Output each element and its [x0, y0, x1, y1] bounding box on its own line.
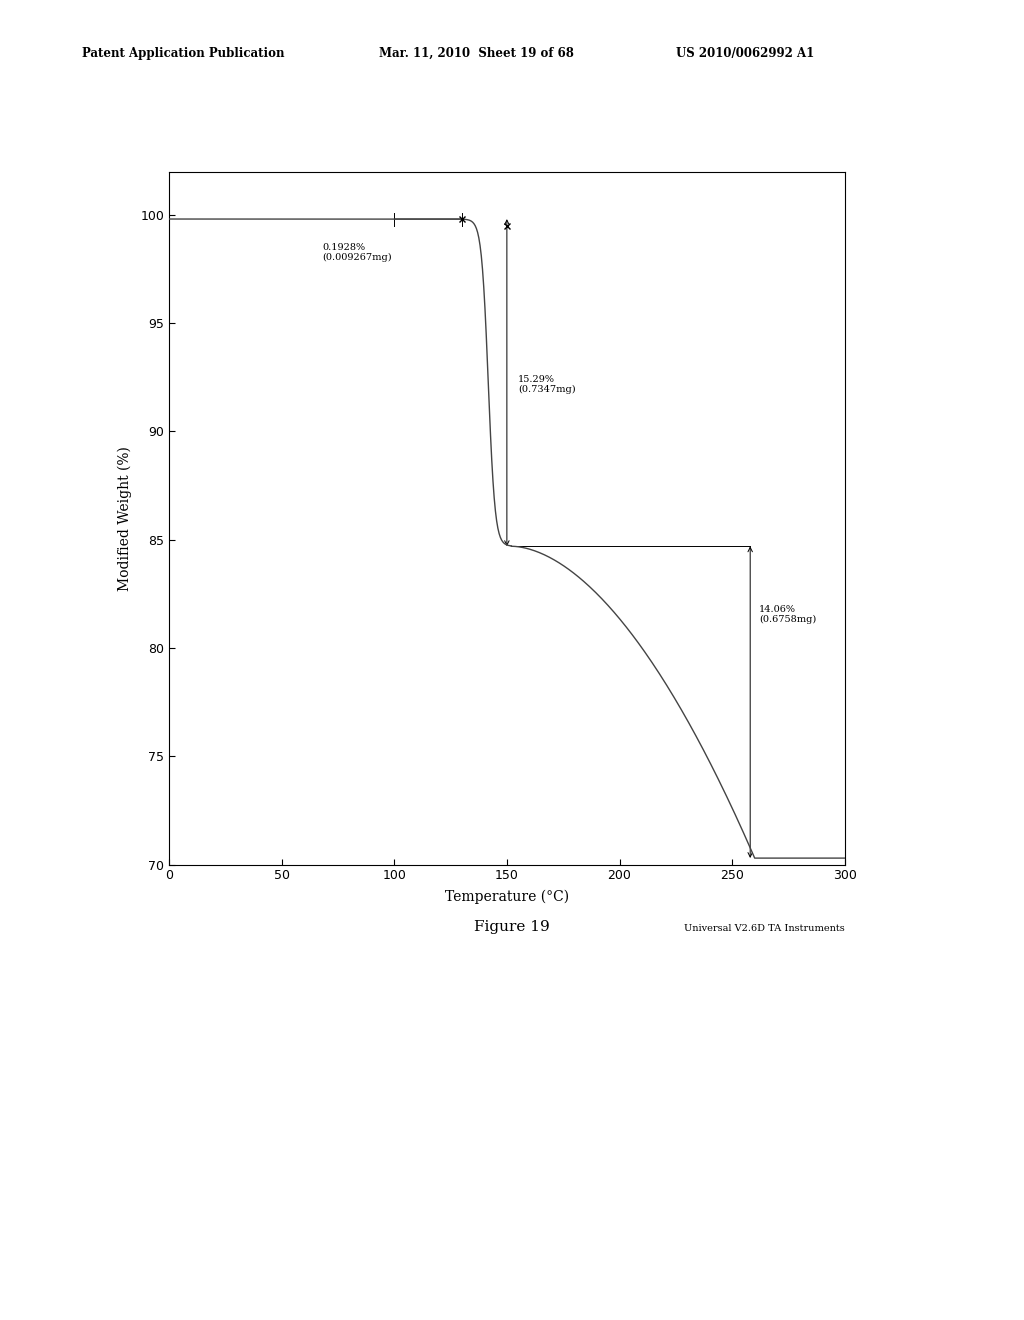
- Text: Patent Application Publication: Patent Application Publication: [82, 46, 285, 59]
- Text: 0.1928%
(0.009267mg): 0.1928% (0.009267mg): [323, 243, 392, 263]
- Y-axis label: Modified Weight (%): Modified Weight (%): [118, 446, 132, 590]
- Text: Figure 19: Figure 19: [474, 920, 550, 933]
- Text: 14.06%
(0.6758mg): 14.06% (0.6758mg): [759, 605, 816, 624]
- Text: Mar. 11, 2010  Sheet 19 of 68: Mar. 11, 2010 Sheet 19 of 68: [379, 46, 573, 59]
- Text: Universal V2.6D TA Instruments: Universal V2.6D TA Instruments: [684, 924, 845, 932]
- Text: 15.29%
(0.7347mg): 15.29% (0.7347mg): [518, 375, 575, 395]
- Text: US 2010/0062992 A1: US 2010/0062992 A1: [676, 46, 814, 59]
- X-axis label: Temperature (°C): Temperature (°C): [444, 890, 569, 904]
